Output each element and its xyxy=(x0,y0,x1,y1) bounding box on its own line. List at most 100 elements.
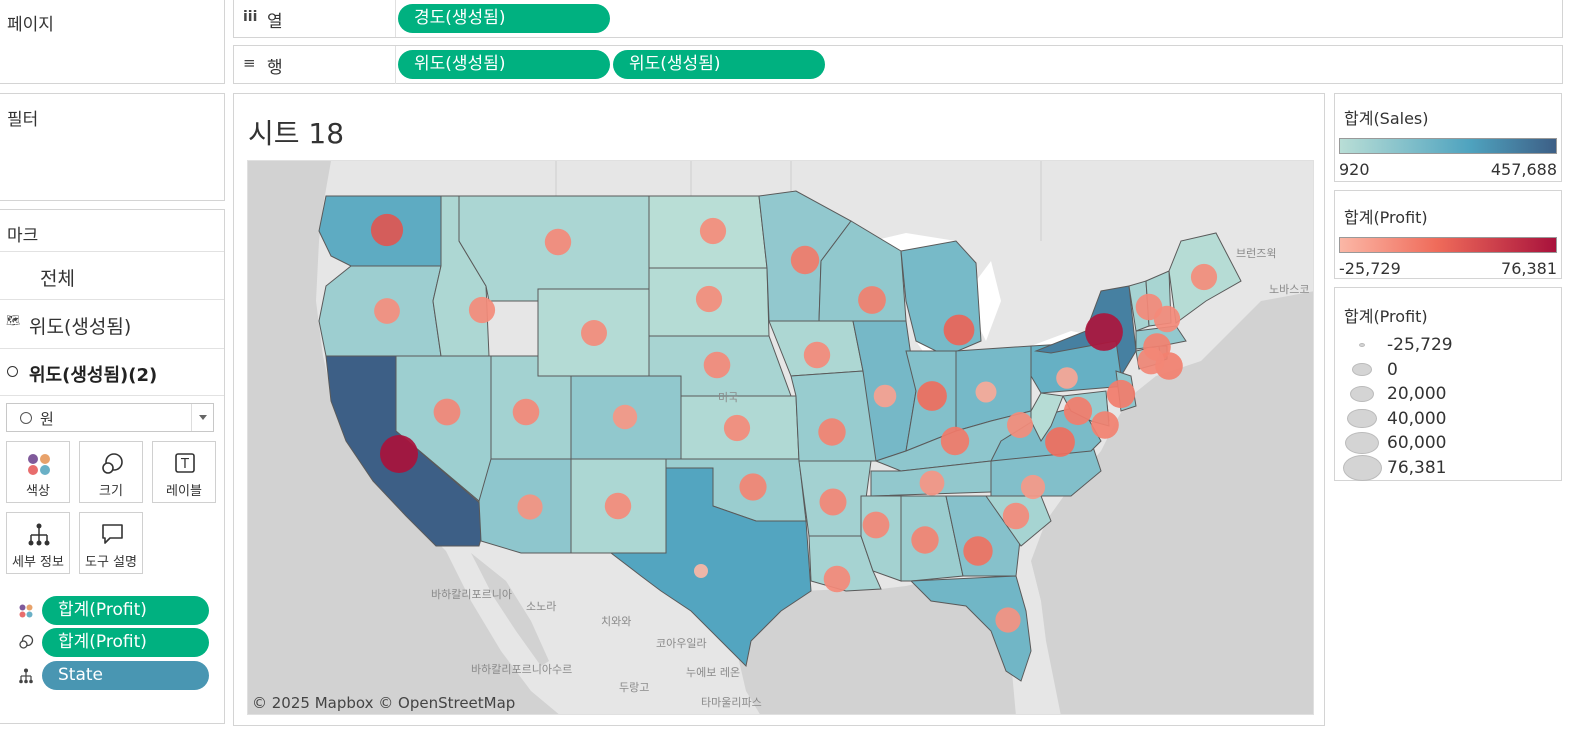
rows-shelf[interactable]: ≡ 행 위도(생성됨) 위도(생성됨) xyxy=(233,45,1563,84)
profit-circle-kansas[interactable] xyxy=(723,414,751,442)
field-pill-color[interactable]: 합계(Profit) xyxy=(42,596,209,625)
profit-circle-illinois[interactable] xyxy=(873,384,897,408)
state-florida[interactable] xyxy=(909,575,1032,682)
profit-circle-tennessee[interactable] xyxy=(919,470,945,496)
map[interactable]: 바하칼리포르니아 소노라 치와와 코아우일라 누에보 레온 바하칼리포르니아수르… xyxy=(247,160,1314,715)
color-icon xyxy=(28,454,50,475)
profit-circle-colorado[interactable] xyxy=(612,404,638,430)
map-label-durango: 두랑고 xyxy=(619,681,649,694)
profit-circle-west-virginia[interactable] xyxy=(1007,412,1033,438)
legend-profit-color[interactable]: 합계(Profit) -25,729 76,381 xyxy=(1334,190,1562,279)
marks-layer2-tab[interactable]: 위도(생성됨)(2) xyxy=(0,349,224,395)
profit-circle-pennsylvania[interactable] xyxy=(1056,367,1078,389)
map-ocean-atlantic xyxy=(1031,291,1313,714)
profit-circle-south-dakota[interactable] xyxy=(695,285,723,313)
map-canvas[interactable]: 바하칼리포르니아 소노라 치와와 코아우일라 누에보 레온 바하칼리포르니아수르… xyxy=(248,161,1314,715)
profit-circle-idaho[interactable] xyxy=(468,296,496,324)
legend-size-rows: -25,729 0 20,000 40,000 60,000 76,381 xyxy=(1335,333,1561,483)
mark-type-dropdown[interactable]: 원 xyxy=(6,403,214,432)
profit-circle-maryland[interactable] xyxy=(1091,411,1119,439)
profit-circle-kentucky[interactable] xyxy=(940,426,970,456)
rows-icon: ≡ xyxy=(243,54,256,72)
detail-button[interactable]: 세부 정보 xyxy=(6,512,70,574)
legend-size-row: 40,000 xyxy=(1335,407,1561,431)
profit-circle-iowa[interactable] xyxy=(803,341,831,369)
profit-circle-south-carolina[interactable] xyxy=(1002,502,1030,530)
profit-circle-utah[interactable] xyxy=(512,398,540,426)
map-label-coahuila: 코아우일라 xyxy=(656,636,707,650)
profit-circle-oregon[interactable] xyxy=(374,298,400,324)
profit-circle-michigan[interactable] xyxy=(943,314,975,346)
profit-circle-minnesota[interactable] xyxy=(790,245,820,275)
legend-profit-min: -25,729 xyxy=(1339,259,1401,278)
profit-circle-georgia[interactable] xyxy=(963,536,993,566)
profit-circle-north-dakota[interactable] xyxy=(699,217,727,245)
profit-circle-delaware[interactable] xyxy=(1063,396,1093,426)
tooltip-button-label: 도구 설명 xyxy=(85,555,137,570)
profit-circle-indiana[interactable] xyxy=(917,381,947,411)
profit-circle-louisiana[interactable] xyxy=(823,565,851,593)
profit-circle-arkansas[interactable] xyxy=(819,488,847,516)
color-icon xyxy=(19,604,33,618)
svg-text:T: T xyxy=(180,457,189,472)
legend-size-circle xyxy=(1347,408,1377,429)
label-button-label: 레이블 xyxy=(166,484,202,499)
profit-circle-nevada[interactable] xyxy=(433,398,461,426)
pages-card[interactable]: 페이지 xyxy=(0,0,225,84)
profit-circle-new-hampshire[interactable] xyxy=(1153,305,1181,333)
profit-circle-new-mexico[interactable] xyxy=(604,492,632,520)
columns-label: 열 xyxy=(267,12,283,32)
legend-size-value: 40,000 xyxy=(1387,408,1447,429)
profit-circle-oklahoma[interactable] xyxy=(739,473,767,501)
profit-circle-texas[interactable] xyxy=(694,564,708,578)
color-button-label: 색상 xyxy=(26,484,50,499)
legend-profit-size[interactable]: 합계(Profit) -25,729 0 20,000 40,000 60,000 76,… xyxy=(1334,287,1562,481)
state-texas[interactable] xyxy=(609,467,812,668)
field-pill-state[interactable]: State xyxy=(42,661,209,690)
size-icon xyxy=(102,453,123,474)
profit-circle-alabama[interactable] xyxy=(911,526,939,554)
profit-circle-wyoming[interactable] xyxy=(581,320,607,346)
profit-circle-north-carolina[interactable] xyxy=(1020,474,1046,500)
columns-shelf[interactable]: iii 열 경도(생성됨) xyxy=(233,0,1563,38)
field-pill-size[interactable]: 합계(Profit) xyxy=(42,628,209,657)
columns-pill-longitude[interactable]: 경도(생성됨) xyxy=(398,4,610,33)
legend-sales[interactable]: 합계(Sales) 920 457,688 xyxy=(1334,93,1562,182)
marks-all-tab[interactable]: 전체 xyxy=(0,252,224,298)
profit-circle-nebraska[interactable] xyxy=(703,351,731,379)
profit-circle-ohio[interactable] xyxy=(975,381,997,403)
color-button[interactable]: 색상 xyxy=(6,441,70,503)
profit-circle-missouri[interactable] xyxy=(818,418,846,446)
profit-circle-new-jersey[interactable] xyxy=(1106,379,1136,409)
filters-card[interactable]: 필터 xyxy=(0,93,225,201)
profit-circle-montana[interactable] xyxy=(544,228,572,256)
legend-size-row: 76,381 xyxy=(1335,454,1561,481)
rows-pill-latitude-1[interactable]: 위도(생성됨) xyxy=(398,50,610,79)
label-button[interactable]: T 레이블 xyxy=(152,441,216,503)
profit-circle-florida[interactable] xyxy=(995,607,1021,633)
detail-icon xyxy=(28,523,50,546)
circle-icon xyxy=(20,412,32,424)
profit-circle-new-york[interactable] xyxy=(1085,313,1123,351)
size-icon xyxy=(19,634,34,649)
profit-circles-layer xyxy=(370,213,1218,633)
rows-pill-latitude-2[interactable]: 위도(생성됨) xyxy=(613,50,825,79)
map-attribution[interactable]: © 2025 Mapbox © OpenStreetMap xyxy=(252,694,516,712)
profit-circle-mississippi[interactable] xyxy=(862,511,890,539)
label-icon: T xyxy=(175,453,195,473)
legend-size-row: 20,000 xyxy=(1335,382,1561,406)
marks-layer1-tab[interactable]: 🗺 위도(생성됨) xyxy=(0,300,224,347)
profit-circle-california[interactable] xyxy=(380,435,418,473)
profit-circle-virginia[interactable] xyxy=(1045,427,1075,457)
legend-profit-color-title: 합계(Profit) xyxy=(1344,208,1428,227)
map-ocean-gulf xyxy=(739,579,1016,714)
tooltip-button[interactable]: 도구 설명 xyxy=(79,512,143,574)
profit-circle-wisconsin[interactable] xyxy=(858,286,886,314)
profit-circle-arizona[interactable] xyxy=(517,494,543,520)
profit-circle-washington[interactable] xyxy=(370,213,404,247)
profit-circle-maine[interactable] xyxy=(1190,263,1218,291)
map-label-chihuahua: 치와와 xyxy=(601,615,631,628)
size-button[interactable]: 크기 xyxy=(79,441,143,503)
legend-sales-min: 920 xyxy=(1339,160,1370,179)
profit-circle-connecticut[interactable] xyxy=(1137,347,1165,375)
